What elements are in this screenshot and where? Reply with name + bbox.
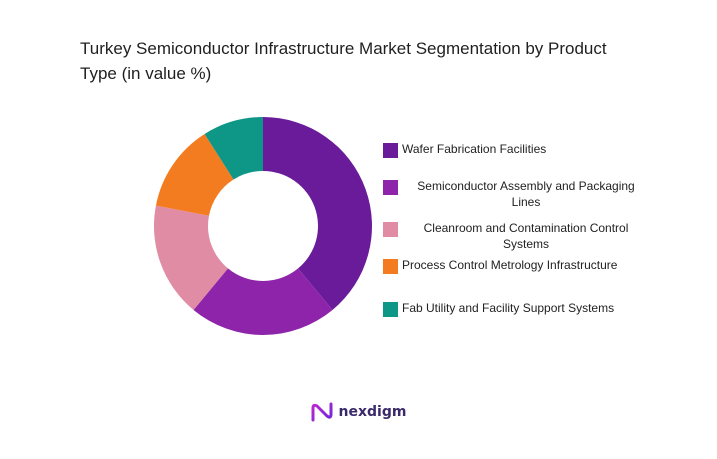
legend-swatch — [383, 222, 398, 237]
legend-item-cleanroom: Cleanroom and Contamination Control Syst… — [383, 220, 650, 252]
chart-title: Turkey Semiconductor Infrastructure Mark… — [80, 39, 607, 83]
legend-label: Cleanroom and Contamination Control Syst… — [423, 221, 629, 251]
brand-footer: nexdigm — [0, 402, 717, 422]
legend-swatch — [383, 180, 398, 195]
donut-slice-0 — [263, 117, 372, 310]
legend-item-wafer-fabrication: Wafer Fabrication Facilities — [383, 141, 546, 158]
donut-slice-3 — [155, 133, 234, 216]
brand-name: nexdigm — [338, 404, 407, 420]
legend-swatch — [383, 302, 398, 317]
legend-label: Wafer Fabrication Facilities — [402, 142, 547, 156]
donut-slice-2 — [154, 205, 228, 310]
legend-item-assembly-packaging: Semiconductor Assembly and Packaging Lin… — [383, 178, 650, 210]
legend-swatch — [383, 143, 398, 158]
legend-label: Fab Utility and Facility Support Systems — [402, 301, 615, 315]
legend-item-fab-utility: Fab Utility and Facility Support Systems — [383, 300, 614, 317]
donut-slice-1 — [193, 268, 333, 335]
donut-slice-4 — [204, 117, 263, 180]
legend-label: Process Control Metrology Infrastructure — [402, 258, 618, 272]
nexdigm-logo-icon — [311, 402, 333, 422]
donut-slices — [154, 117, 372, 335]
legend-item-process-control: Process Control Metrology Infrastructure — [383, 257, 617, 274]
legend-swatch — [383, 259, 398, 274]
legend-label: Semiconductor Assembly and Packaging Lin… — [417, 179, 635, 209]
